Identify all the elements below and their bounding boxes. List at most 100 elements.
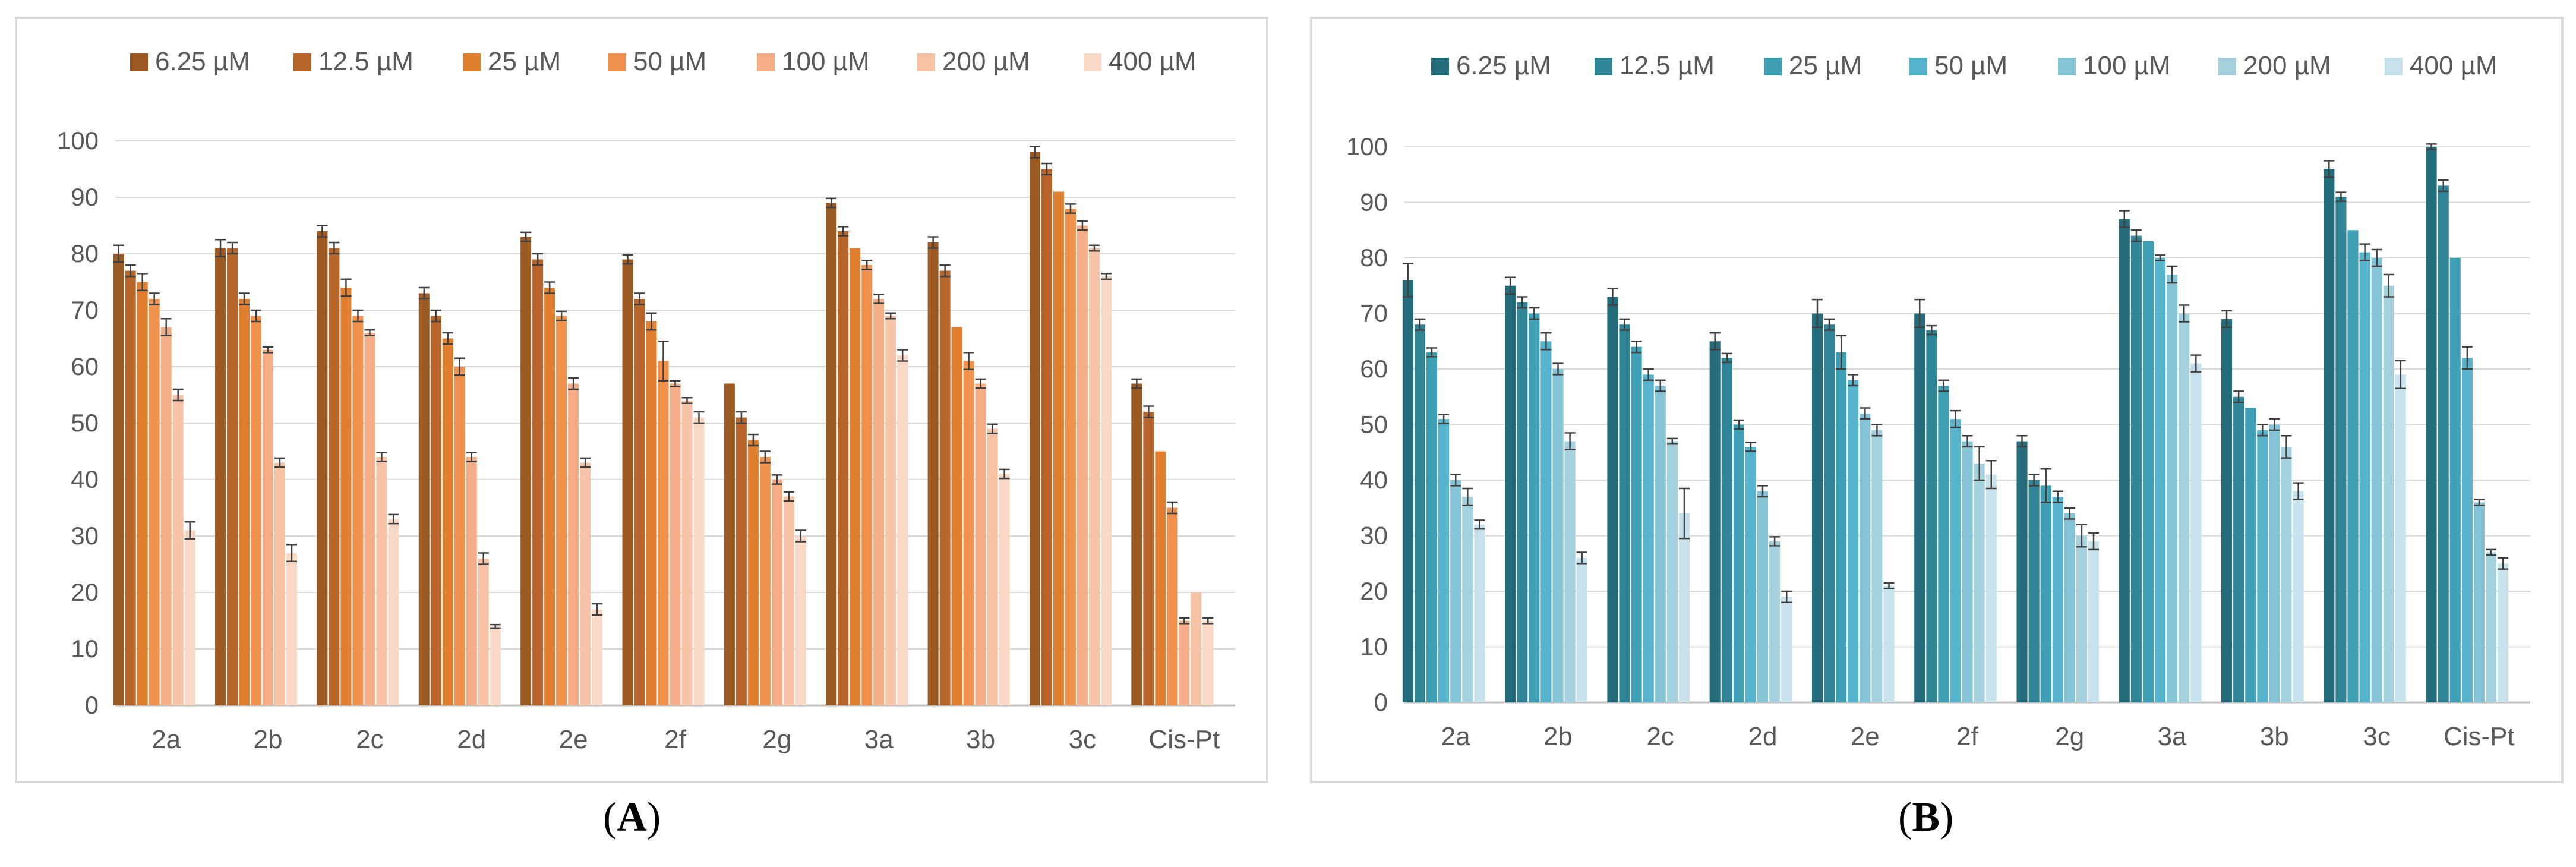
bar [2485, 552, 2497, 702]
x-tick-label: 2e [559, 725, 588, 754]
legend-swatch [130, 53, 148, 71]
x-tick-label: 2g [762, 725, 791, 754]
bar [286, 553, 298, 705]
bar [364, 333, 375, 705]
y-tick-label: 80 [1360, 244, 1388, 272]
chart-panel-b: 0 10 20 30 40 50 60 70 80 90 100 2a 2b 2c 2d 2e 2f 2g 3a 3b… [1310, 17, 2564, 783]
bar [466, 457, 477, 705]
bar [885, 316, 896, 705]
bar [1757, 491, 1769, 702]
bar [274, 462, 286, 705]
legend-label: 100 µM [782, 47, 870, 76]
y-tick-label: 100 [1346, 133, 1388, 160]
y-tick-label: 20 [1360, 577, 1388, 605]
bar [735, 417, 747, 705]
bar [1552, 369, 1564, 702]
legend-swatch [463, 53, 481, 71]
bar [1824, 324, 1835, 702]
legend-label: 6.25 µM [1456, 51, 1551, 80]
bar [1811, 313, 1823, 702]
bar [1131, 383, 1142, 705]
bar [1202, 620, 1214, 705]
x-tick-label: 3a [864, 725, 894, 754]
bar [454, 367, 465, 705]
bar [2324, 169, 2335, 702]
bar [1848, 380, 1859, 702]
figure-label-b-text: B [1912, 795, 1940, 840]
x-tick-label: 2c [356, 725, 383, 754]
y-tick-label: 30 [1360, 522, 1388, 550]
bar [1926, 330, 1937, 702]
bar [418, 293, 430, 705]
x-tick-label: 2a [1441, 722, 1470, 751]
bar [2245, 408, 2256, 702]
x-tick-label: 3c [1069, 725, 1096, 754]
bar [172, 395, 184, 705]
bar [1053, 191, 1064, 705]
bar [2293, 491, 2304, 702]
bar [873, 299, 885, 705]
bar [1914, 313, 1925, 702]
bar [927, 242, 939, 705]
bar [2064, 513, 2075, 702]
bar [1883, 585, 1895, 702]
bar [1607, 297, 1618, 702]
bar [388, 519, 399, 705]
bar [2461, 358, 2473, 702]
bar [227, 248, 238, 705]
bar [1769, 541, 1781, 702]
bar [1619, 324, 1630, 702]
bar [646, 321, 657, 705]
bar [251, 316, 262, 705]
legend-swatch [2058, 58, 2076, 75]
bar [1100, 276, 1112, 705]
legend-label: 25 µM [1789, 51, 1862, 80]
bar [556, 316, 567, 705]
legend-swatch [1909, 58, 1927, 75]
bar [125, 270, 136, 705]
bar [795, 536, 806, 705]
bar [352, 316, 364, 705]
bar [1721, 358, 1732, 702]
legend-label: 25 µM [488, 47, 561, 76]
x-tick-label: 2b [1543, 722, 1573, 751]
bar [999, 474, 1010, 705]
bar [520, 237, 532, 705]
bar [1985, 474, 1997, 702]
y-tick-label: 20 [71, 578, 99, 606]
bar [1655, 386, 1666, 702]
bar [215, 248, 226, 705]
x-tick-label: 2f [1956, 722, 1978, 751]
bar [724, 383, 735, 705]
x-tick-label: 3b [2260, 722, 2289, 751]
bar [160, 327, 172, 705]
legend-swatch [1595, 58, 1612, 75]
y-tick-label: 0 [85, 691, 99, 719]
bar [263, 349, 274, 705]
bar [634, 299, 645, 705]
legend-swatch [757, 53, 775, 71]
legend-label: 100 µM [2083, 51, 2171, 80]
y-tick-label: 40 [1360, 466, 1388, 494]
bar [1191, 592, 1202, 705]
bar [2119, 219, 2130, 702]
bar [2155, 258, 2166, 702]
bar [1678, 513, 1690, 702]
y-tick-label: 50 [1360, 411, 1388, 439]
bar [1402, 280, 1413, 702]
bar [2016, 441, 2028, 702]
bar [2281, 446, 2292, 702]
chart-b-svg: 0 10 20 30 40 50 60 70 80 90 100 2a 2b 2c 2d 2e 2f 2g 3a 3b… [1346, 51, 2530, 751]
bar [1462, 497, 1473, 702]
y-tick-label: 90 [1360, 188, 1388, 216]
x-tick-label: 3c [2363, 722, 2390, 751]
bar [658, 361, 669, 705]
bar [1088, 248, 1100, 705]
x-tick-label: 2f [664, 725, 686, 754]
bar [681, 401, 693, 705]
bar [1517, 302, 1528, 702]
legend-label: 200 µM [942, 47, 1030, 76]
bar [1438, 419, 1450, 702]
x-tick-label: 2d [1748, 722, 1777, 751]
bar [2190, 363, 2202, 702]
